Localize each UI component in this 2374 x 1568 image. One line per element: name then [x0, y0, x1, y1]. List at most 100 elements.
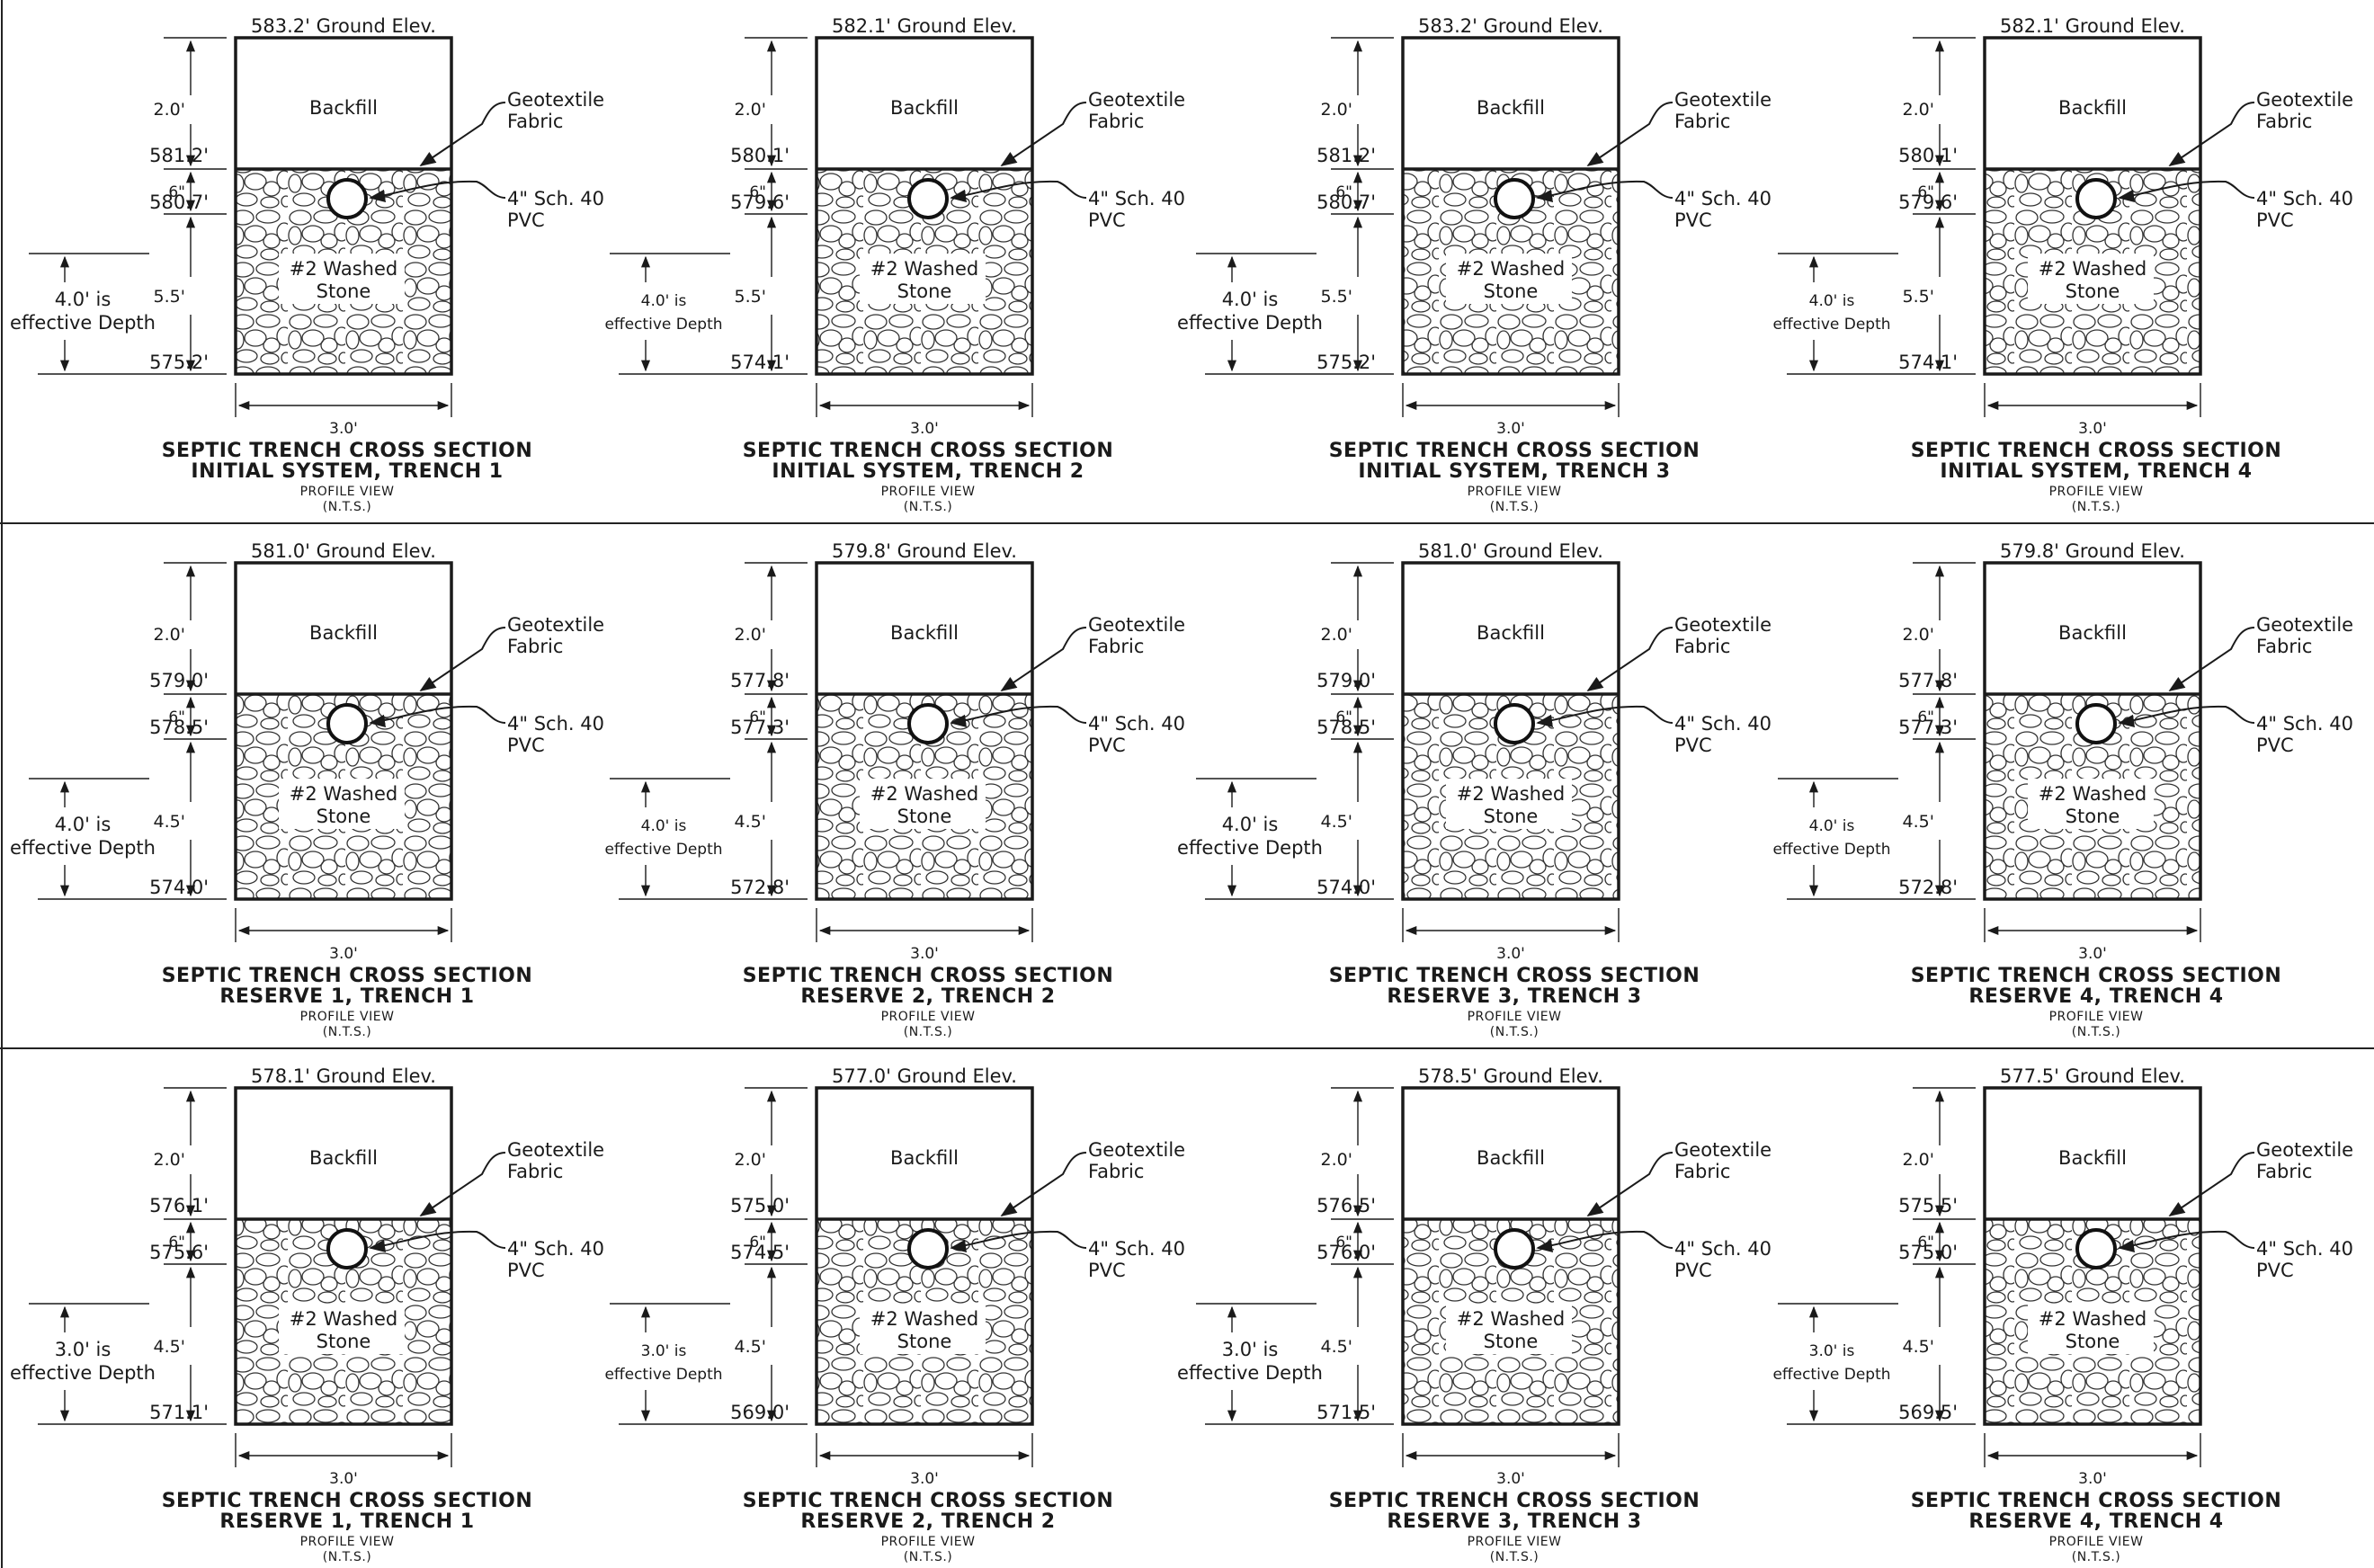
- bottom-elevation: 572.8': [730, 877, 790, 898]
- section-title: SEPTIC TRENCH CROSS SECTION: [1911, 965, 2282, 987]
- pipe-depth: 6": [749, 708, 766, 726]
- top-stone-elevation: 580.1': [730, 145, 790, 166]
- geotextile-leader: [2168, 1152, 2255, 1217]
- geotextile-leader: [1000, 627, 1087, 692]
- stone-depth: 4.5': [1321, 1337, 1352, 1357]
- pvc-pipe-icon: [907, 703, 949, 744]
- stone-label-line1: #2 Washed: [290, 783, 397, 805]
- trench-section-6: 579.8' Ground Elev. Backfill #2 WashedSton…: [604, 540, 1185, 1039]
- section-title: SEPTIC TRENCH CROSS SECTION: [743, 965, 1114, 987]
- pvc-leader: [2118, 180, 2255, 202]
- pvc-label-line1: 4" Sch. 40: [2256, 1238, 2353, 1260]
- trench-outline: [1983, 1086, 2202, 1426]
- stone-label-bg: [1446, 1304, 1572, 1354]
- pvc-pipe-icon: [2075, 1228, 2117, 1270]
- trench-section-10: 577.0' Ground Elev. Backfill #2 WashedSton…: [604, 1065, 1185, 1564]
- nts-label: (N.T.S.): [2072, 1025, 2121, 1039]
- pvc-pipe-icon: [907, 1228, 949, 1270]
- geotextile-label-line2: Fabric: [507, 1161, 563, 1182]
- trench-sections: 583.2' Ground Elev.Backfill#2 WashedSton…: [10, 15, 2353, 1564]
- pvc-label-line1: 4" Sch. 40: [2256, 713, 2353, 735]
- stone-label-bg: [2028, 254, 2154, 304]
- backfill-label: Backfill: [309, 97, 378, 119]
- effective-depth-label: effective Depth: [1177, 1362, 1323, 1384]
- backfill-label: Backfill: [890, 1147, 959, 1169]
- backfill-label: Backfill: [1477, 1147, 1545, 1169]
- stone-label-line1: #2 Washed: [870, 258, 978, 280]
- bottom-elevation: 574.0': [149, 877, 209, 898]
- width-value: 3.0': [1496, 420, 1525, 438]
- ground-elevation: 578.5' Ground Elev.: [1418, 1065, 1603, 1087]
- profile-view-label: PROFILE VIEW: [2049, 485, 2144, 499]
- profile-view-label: PROFILE VIEW: [881, 1535, 976, 1549]
- geotextile-label-line2: Fabric: [2256, 1161, 2312, 1182]
- trench-outline: [1983, 36, 2202, 376]
- pipe-depth: 6": [1335, 1234, 1352, 1252]
- pvc-pipe-icon: [1494, 703, 1535, 744]
- nts-label: (N.T.S.): [323, 500, 372, 514]
- bottom-elevation: 571.1': [149, 1402, 209, 1423]
- stone-depth: 4.5': [735, 1337, 766, 1357]
- stone-label-line2: Stone: [317, 281, 371, 302]
- backfill-label: Backfill: [1477, 622, 1545, 644]
- effective-depth-value: 4.0' is: [1809, 292, 1855, 310]
- trench-outline: [1401, 1086, 1620, 1426]
- stone-label-bg: [860, 779, 986, 829]
- pvc-label-line1: 4" Sch. 40: [507, 188, 604, 209]
- pipe-elevation: 575.0': [1898, 1242, 1958, 1263]
- ground-elevation: 578.1' Ground Elev.: [251, 1065, 436, 1087]
- effective-depth-value: 3.0' is: [1809, 1342, 1855, 1360]
- effective-depth-label: effective Depth: [604, 841, 722, 859]
- backfill-depth: 2.0': [154, 1150, 185, 1170]
- nts-label: (N.T.S.): [2072, 1550, 2121, 1564]
- profile-view-label: PROFILE VIEW: [300, 485, 395, 499]
- bottom-elevation: 569.0': [730, 1402, 790, 1423]
- pvc-label-line1: 4" Sch. 40: [1674, 713, 1772, 735]
- pvc-label-line1: 4" Sch. 40: [1088, 1238, 1185, 1260]
- stone-label-bg: [279, 779, 405, 829]
- pvc-label-line2: PVC: [507, 209, 545, 231]
- top-stone-elevation: 579.0': [1316, 670, 1376, 691]
- stone-label-line1: #2 Washed: [2039, 258, 2146, 280]
- geotextile-label-line1: Geotextile: [507, 1139, 604, 1161]
- nts-label: (N.T.S.): [2072, 500, 2121, 514]
- stone-label-line2: Stone: [1484, 281, 1539, 302]
- backfill-depth: 2.0': [1903, 625, 1934, 645]
- nts-label: (N.T.S.): [904, 1550, 953, 1564]
- pvc-label-line2: PVC: [1088, 1260, 1126, 1281]
- pipe-depth: 6": [749, 183, 766, 201]
- bottom-elevation: 574.0': [1316, 877, 1376, 898]
- effective-depth-label: effective Depth: [1177, 837, 1323, 859]
- stone-label-line1: #2 Washed: [870, 1308, 978, 1330]
- pipe-depth: 6": [168, 1234, 185, 1252]
- geotextile-label-line2: Fabric: [1088, 1161, 1144, 1182]
- effective-depth-value: 4.0' is: [55, 289, 112, 310]
- stone-depth: 5.5': [154, 287, 185, 307]
- geotextile-label-line2: Fabric: [1088, 636, 1144, 657]
- pvc-label-line1: 4" Sch. 40: [507, 1238, 604, 1260]
- pvc-label-line2: PVC: [507, 735, 545, 756]
- stone-label-line1: #2 Washed: [290, 1308, 397, 1330]
- effective-depth-value: 3.0' is: [55, 1339, 112, 1360]
- width-value: 3.0': [910, 1470, 939, 1488]
- pvc-pipe-icon: [1494, 1228, 1535, 1270]
- profile-view-label: PROFILE VIEW: [1468, 485, 1562, 499]
- pipe-elevation: 578.5': [1316, 717, 1376, 738]
- stone-label-line2: Stone: [897, 281, 952, 302]
- ground-elevation: 579.8' Ground Elev.: [832, 540, 1017, 562]
- width-value: 3.0': [910, 420, 939, 438]
- trench-outline: [1401, 561, 1620, 901]
- pipe-elevation: 578.5': [149, 717, 209, 738]
- backfill-label: Backfill: [309, 622, 378, 644]
- width-value: 3.0': [329, 1470, 358, 1488]
- pvc-pipe-icon: [1494, 178, 1535, 219]
- pvc-label-line1: 4" Sch. 40: [1088, 713, 1185, 735]
- effective-depth-value: 4.0' is: [1222, 289, 1279, 310]
- geotextile-label-line1: Geotextile: [1088, 614, 1185, 636]
- ground-elevation: 582.1' Ground Elev.: [832, 15, 1017, 37]
- stone-label-bg: [860, 254, 986, 304]
- pipe-depth: 6": [1917, 183, 1934, 201]
- geotextile-leader: [1000, 102, 1087, 167]
- geotextile-label-line1: Geotextile: [2256, 614, 2353, 636]
